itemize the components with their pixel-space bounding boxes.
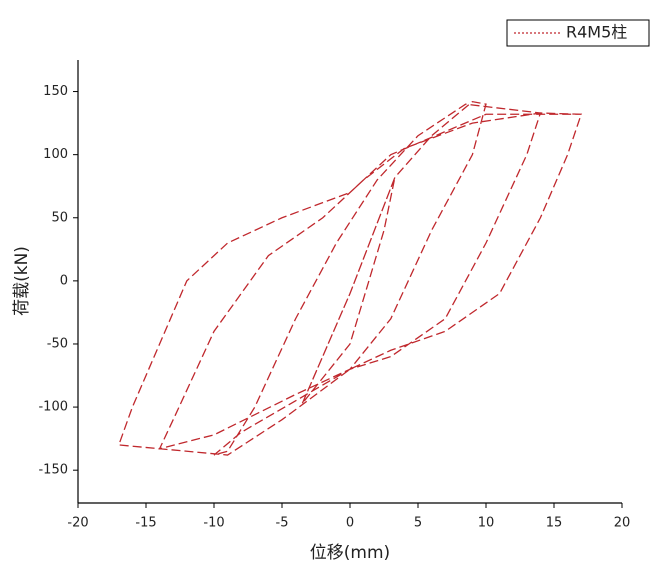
x-axis-title: 位移(mm) [310,543,390,563]
y-tick-label: 150 [43,84,68,99]
x-tick-label: 10 [478,516,495,531]
data-line [117,100,583,456]
y-tick-label: 100 [43,147,68,162]
x-tick-label: 20 [614,516,631,531]
x-tick-label: 15 [546,516,563,531]
y-tick-label: -50 [47,336,68,351]
x-tick-label: -15 [135,516,156,531]
y-tick-label: 0 [60,273,68,288]
legend-label: R4M5柱 [566,23,627,42]
y-tick-label: -150 [38,463,68,478]
y-axis-title: 荷载(kN) [12,246,32,316]
x-tick-label: -10 [203,516,224,531]
y-tick-label: -100 [38,400,68,415]
x-tick-label: -5 [276,516,289,531]
y-tick-label: 50 [51,210,68,225]
x-tick-label: -20 [67,516,88,531]
x-tick-label: 5 [414,516,422,531]
x-tick-label: 0 [346,516,354,531]
